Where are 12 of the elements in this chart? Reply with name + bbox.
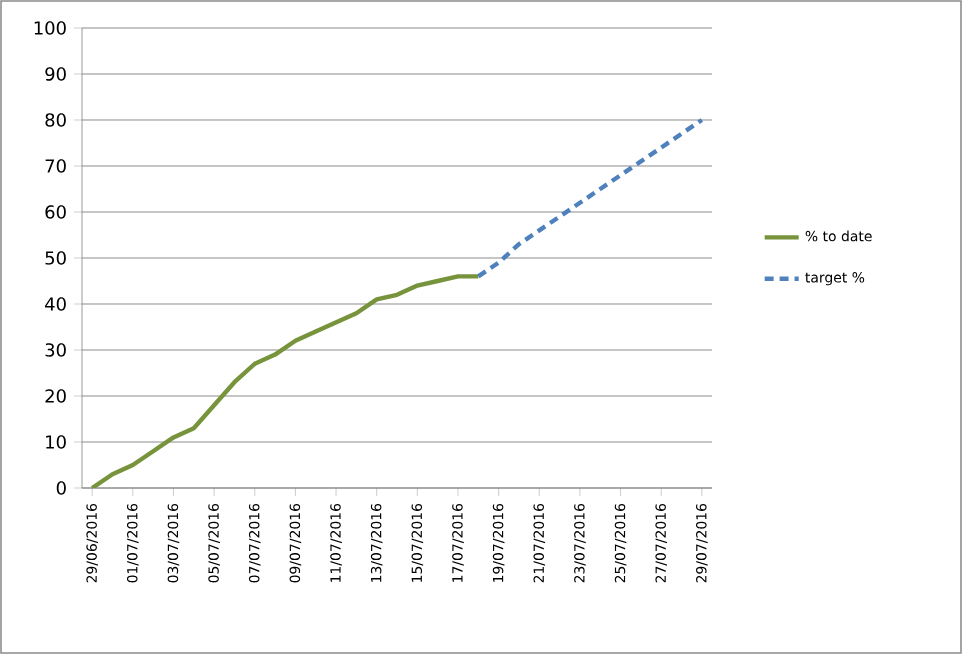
y-tick-label: 60 [45, 205, 66, 219]
y-tick-label: 40 [45, 297, 66, 311]
y-tick-label: 50 [45, 251, 66, 265]
y-tick-label: 90 [45, 67, 66, 81]
y-tick-label: 0 [56, 481, 66, 495]
y-tick-label: 10 [46, 435, 66, 449]
y-tick-label: 100 [34, 21, 66, 35]
y-tick-label: 70 [45, 159, 66, 173]
y-tick-label: 20 [45, 389, 66, 403]
y-tick-label: 30 [45, 343, 66, 357]
y-tick-label: 80 [45, 113, 66, 127]
line-series [476, 117, 705, 279]
